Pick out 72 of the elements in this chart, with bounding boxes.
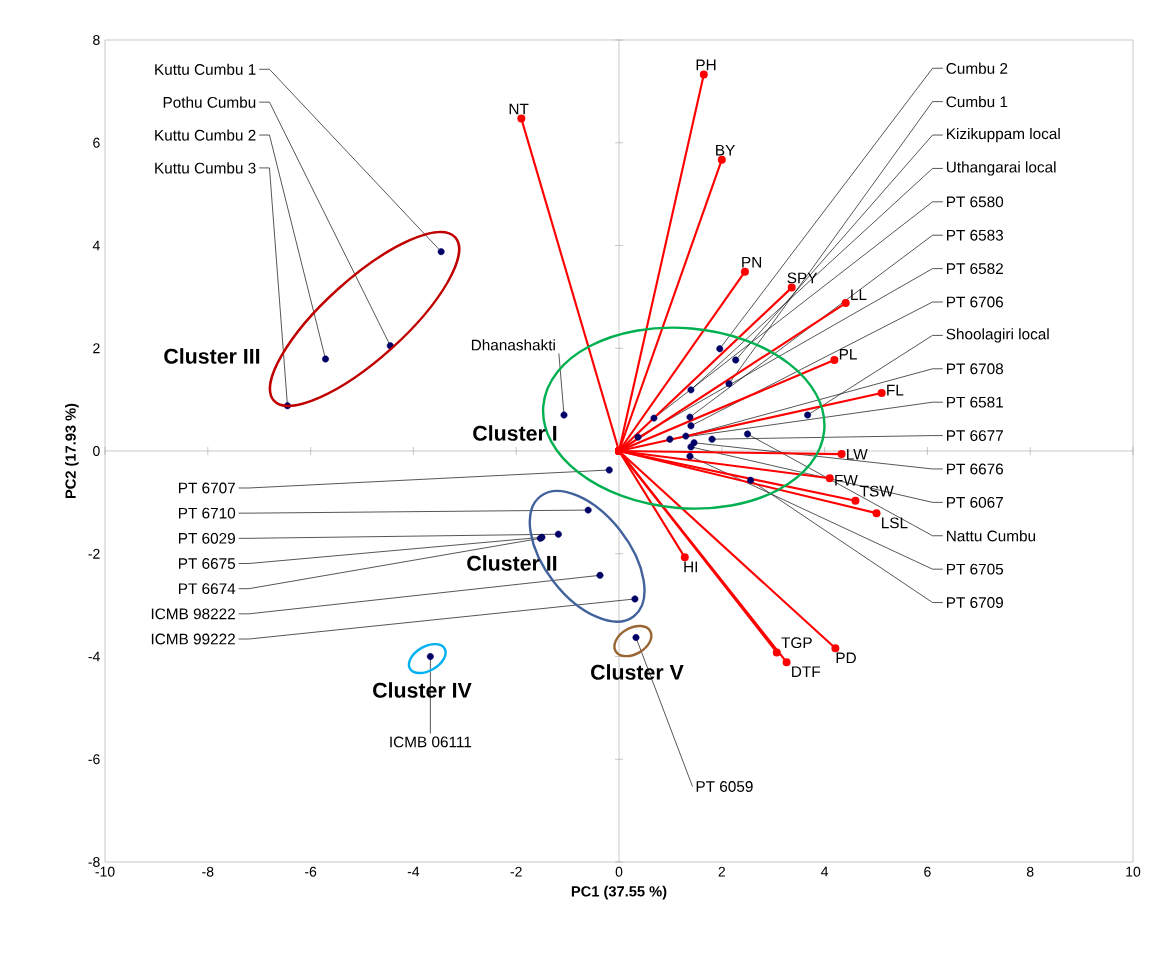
annotation: PT 6029 [179,532,235,544]
y-tick-label: -8 [88,857,100,867]
annotation: PT 6710 [179,507,236,519]
series-label: DTF [792,666,821,677]
x-tick-label: 8 [1026,866,1034,877]
series-label: PH [696,59,716,71]
annotation: Cumbu 1 [946,96,1008,108]
annotation: Nattu Cumbu [947,530,1036,542]
annotation: ICMB 06111 [390,736,472,748]
annotation: PT 6709 [947,597,1003,608]
annotation: PT 6708 [947,363,1004,375]
series-label: NT [509,103,529,115]
series-label: FW [835,474,858,486]
annotation: Pothu Cumbu [163,96,256,108]
x-tick-label: -6 [305,866,317,877]
series-label: TSW [860,485,894,497]
series-label: LSL [882,517,908,529]
series-label: HI [684,561,698,573]
annotation: Dhanashakti [471,339,555,351]
y-tick-label: 8 [93,35,100,45]
series-label: LW [847,449,868,460]
y-tick-label: 4 [92,240,100,251]
annotation: PT 6706 [947,296,1004,308]
series-label: TGP [781,637,812,649]
annotation: Cluster III [164,348,260,364]
annotation: PT 6059 [696,781,753,792]
series-label: PL [839,349,857,360]
series-label: LL [851,289,867,300]
annotation: PT 6676 [947,463,1004,475]
annotation: PT 6582 [947,263,1003,275]
x-tick-label: -2 [510,866,522,877]
series-label: PN [742,256,762,268]
annotation: PT 6067 [947,496,1003,508]
x-tick-label: 10 [1126,866,1141,877]
x-axis-title: PC1 (37.55 %) [571,885,667,900]
y-tick-label: -6 [88,754,100,765]
annotation: Cluster V [591,664,684,680]
annotation: PT 6581 [947,396,1003,408]
series-label: FL [887,384,904,396]
annotation: Cluster I [473,425,557,441]
y-axis-title: PC2 (17.93 %) [65,403,79,499]
annotation: PT 6675 [179,558,236,569]
annotation: Cluster II [467,555,557,571]
x-tick-label: -8 [202,866,214,877]
annotation: Kuttu Cumbu 1 [155,63,256,75]
annotation: PT 6705 [947,563,1004,575]
x-tick-label: 2 [718,866,725,877]
x-tick-label: 6 [924,866,931,877]
y-tick-label: -2 [88,548,100,559]
y-tick-label: 0 [93,446,100,456]
annotation: PT 6707 [179,482,235,494]
annotation: Uthangarai local [946,161,1056,176]
annotation: PT 6674 [179,583,236,595]
y-tick-label: -4 [88,651,100,662]
annotation: PT 6580 [947,196,1004,208]
series-label: BY [716,144,735,156]
annotation: PT 6583 [947,229,1004,241]
annotation: Kuttu Cumbu 2 [155,129,256,141]
x-tick-label: 0 [615,866,623,877]
annotation: ICMB 99222 [151,633,235,645]
annotation: PT 6677 [947,430,1003,442]
y-tick-label: 2 [93,343,100,354]
x-tick-label: 4 [821,866,829,877]
x-tick-label: -10 [95,866,115,877]
annotation: ICMB 98222 [151,608,235,620]
annotation: Shoolagiri local [946,328,1049,343]
y-tick-label: 6 [93,137,100,148]
annotation: Kizikuppam local [947,127,1060,143]
annotation: Kuttu Cumbu 3 [155,162,256,174]
annotation: Cumbu 2 [946,62,1008,74]
x-tick-label: -4 [407,866,420,877]
series-label: PD [836,652,856,664]
